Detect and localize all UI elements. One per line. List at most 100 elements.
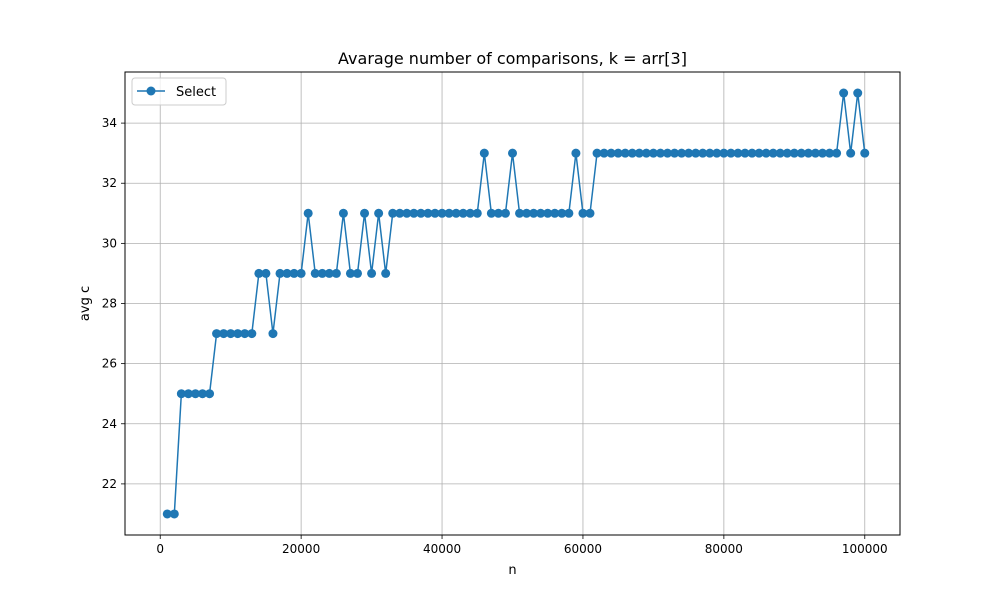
data-point [564, 208, 574, 218]
data-point [599, 148, 609, 158]
data-point [367, 268, 377, 278]
data-point [522, 208, 532, 218]
data-point [550, 208, 560, 218]
data-point [508, 148, 517, 158]
data-point [247, 329, 257, 339]
data-point [663, 148, 672, 158]
data-point [226, 329, 236, 339]
data-point [585, 208, 595, 218]
y-tick-label: 30 [102, 236, 117, 250]
data-point [345, 268, 355, 278]
data-point [796, 148, 806, 158]
data-point [810, 148, 820, 158]
data-point [176, 389, 186, 399]
data-point [458, 208, 468, 218]
data-point [592, 148, 602, 158]
data-point [198, 389, 207, 399]
data-point [289, 268, 299, 278]
data-point [493, 208, 503, 218]
data-point [754, 148, 764, 158]
y-tick-label: 22 [102, 477, 117, 491]
data-point [677, 148, 687, 158]
data-point [205, 389, 215, 399]
data-point [317, 268, 327, 278]
data-point [324, 268, 334, 278]
data-point [846, 148, 856, 158]
grid-lines [125, 72, 900, 535]
legend-label-select: Select [176, 85, 216, 100]
data-point [648, 148, 658, 158]
data-point [789, 148, 799, 158]
data-point [768, 148, 778, 158]
data-point [374, 208, 384, 218]
data-point [219, 329, 229, 339]
data-point [416, 208, 426, 218]
data-point [733, 148, 743, 158]
data-point [437, 208, 447, 218]
x-axis-label: n [508, 563, 516, 578]
chart-title: Avarage number of comparisons, k = arr[3… [338, 49, 687, 68]
data-point [712, 148, 722, 158]
data-point [543, 208, 553, 218]
x-tick-label: 100000 [842, 542, 888, 556]
data-point [409, 208, 419, 218]
data-point [557, 208, 567, 218]
legend: Select [131, 77, 227, 106]
data-point [613, 148, 623, 158]
data-point [719, 148, 729, 158]
data-point [627, 148, 637, 158]
data-point [388, 208, 398, 218]
data-point [451, 208, 461, 218]
data-point [803, 148, 813, 158]
legend-marker [146, 86, 156, 96]
data-point [634, 148, 644, 158]
data-point [254, 268, 264, 278]
data-point [268, 329, 278, 339]
data-point [402, 208, 412, 218]
y-axis-label: avg c [78, 286, 93, 321]
data-point [825, 148, 835, 158]
data-point [353, 268, 362, 278]
data-point [691, 148, 701, 158]
data-point [395, 208, 405, 218]
x-tick-label: 60000 [564, 542, 602, 556]
data-point [162, 509, 172, 519]
data-point [536, 208, 546, 218]
data-point [183, 389, 193, 399]
data-point [296, 268, 306, 278]
data-point [655, 148, 665, 158]
y-tick-label: 24 [102, 417, 117, 431]
data-point [761, 148, 771, 158]
data-point [261, 268, 271, 278]
x-tick-label: 20000 [282, 542, 320, 556]
data-point [515, 208, 525, 218]
data-point [486, 208, 496, 218]
y-tick-label: 32 [102, 176, 117, 190]
data-point [839, 88, 849, 98]
data-point [529, 208, 539, 218]
data-point [684, 148, 694, 158]
data-point [620, 148, 630, 158]
y-tick-label: 26 [102, 357, 117, 371]
data-point [705, 148, 715, 158]
axis-ticks: 0 20000 40000 60000 80000 100000 22 24 26 28 30 32 3… [102, 116, 888, 556]
data-point [212, 329, 222, 339]
data-point [430, 208, 440, 218]
data-point [740, 148, 750, 158]
data-point [465, 208, 475, 218]
y-tick-label: 28 [102, 297, 117, 311]
data-point [472, 208, 482, 218]
data-point [381, 268, 391, 278]
legend-box [131, 77, 227, 106]
data-point [571, 148, 581, 158]
data-point [698, 148, 708, 158]
data-point [240, 329, 250, 339]
series-layer [162, 88, 870, 519]
data-point [310, 268, 320, 278]
data-point [606, 148, 616, 158]
y-tick-label: 34 [102, 116, 117, 130]
data-point [775, 148, 785, 158]
data-point [169, 509, 179, 519]
data-point [726, 148, 736, 158]
